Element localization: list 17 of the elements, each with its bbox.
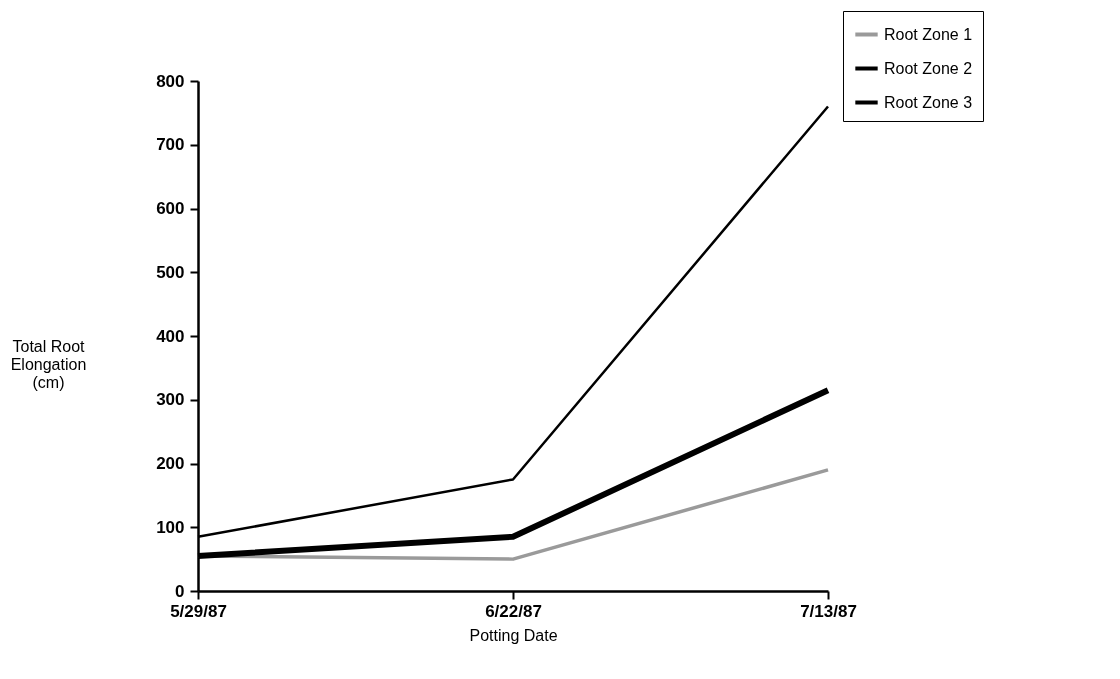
y-tick-label: 500 — [156, 262, 185, 282]
x-tick-label: 7/13/87 — [800, 601, 857, 621]
x-tick-label: 6/22/87 — [485, 601, 542, 621]
y-tick-label: 300 — [156, 390, 185, 410]
y-axis-title: Total Root Elongation (cm) — [10, 337, 87, 391]
y-tick-label: 600 — [156, 199, 185, 218]
legend-label: Root Zone 3 — [884, 93, 973, 111]
y-tick-label: 700 — [156, 135, 185, 155]
y-tick-label: 800 — [156, 71, 185, 91]
y-tick-label: 0 — [175, 581, 185, 601]
y-tick-label: 400 — [156, 326, 185, 346]
legend-label: Root Zone 1 — [884, 25, 973, 43]
legend-label: Root Zone 2 — [884, 59, 973, 77]
y-tick-label: 200 — [156, 454, 185, 473]
x-tick-label: 5/29/87 — [170, 601, 227, 621]
y-tick-label: 100 — [156, 517, 185, 537]
x-axis-title: Potting Date — [469, 626, 558, 644]
